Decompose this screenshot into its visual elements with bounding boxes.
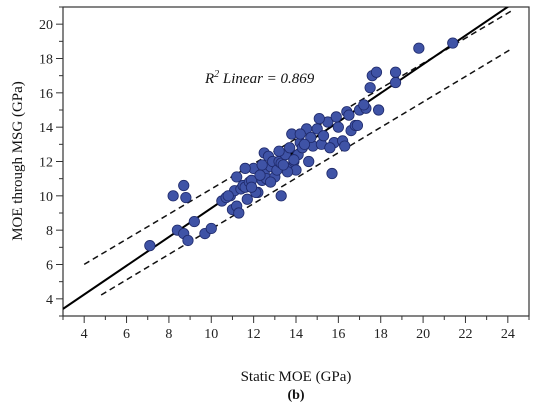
x-tick-label: 18	[374, 327, 388, 342]
data-point	[330, 111, 342, 123]
y-tick-label: 16	[39, 87, 53, 102]
data-point	[233, 207, 245, 219]
y-tick-label: 14	[39, 121, 53, 136]
figure-caption: (b)	[287, 388, 304, 403]
r-squared-annotation: R2 Linear = 0.869	[204, 69, 315, 87]
data-point	[324, 142, 336, 154]
x-tick-label: 24	[501, 327, 515, 342]
x-tick-label: 14	[289, 327, 303, 342]
x-tick-label: 6	[123, 327, 130, 342]
data-point	[305, 131, 317, 144]
data-point	[264, 176, 277, 188]
data-point	[317, 130, 330, 142]
data-point	[370, 66, 383, 78]
data-point	[298, 138, 311, 150]
y-tick-label: 12	[39, 156, 53, 171]
y-tick-label: 20	[39, 18, 53, 33]
annotation-superscript: 2	[214, 69, 219, 80]
y-tick-label: 8	[46, 224, 53, 239]
annotation-value: Linear = 0.869	[219, 71, 315, 87]
y-tick-label: 18	[39, 53, 53, 68]
x-tick-label: 8	[165, 327, 172, 342]
data-point	[273, 145, 285, 157]
data-point	[180, 191, 192, 204]
x-tick-label: 4	[81, 327, 88, 342]
data-point	[144, 240, 156, 252]
data-point	[178, 179, 190, 192]
data-point	[245, 181, 258, 193]
data-point	[389, 76, 402, 89]
data-point	[343, 109, 355, 121]
data-point	[294, 128, 306, 140]
x-tick-label: 12	[247, 327, 261, 342]
data-point	[231, 171, 243, 183]
data-point	[167, 190, 179, 202]
x-tick-label: 16	[331, 327, 345, 342]
data-points	[144, 37, 459, 252]
data-point	[205, 222, 217, 235]
tick-labels: 4 6 8 10 12 14 16 18 20 22 24 4 6 8 10 12 14 16 18 20	[39, 18, 515, 342]
annotation-prefix: R	[204, 71, 214, 87]
y-tick-label: 4	[46, 293, 53, 308]
data-point	[447, 37, 459, 49]
data-point	[364, 82, 376, 94]
data-point	[351, 119, 364, 132]
data-point	[256, 159, 268, 171]
data-point	[241, 193, 253, 205]
x-tick-label: 22	[458, 327, 472, 342]
data-point	[413, 42, 425, 54]
data-point	[188, 215, 200, 228]
data-point	[288, 154, 300, 166]
data-point	[332, 121, 344, 133]
data-point	[389, 66, 402, 78]
data-point	[373, 104, 385, 116]
data-point	[239, 162, 251, 174]
data-point	[277, 159, 289, 171]
y-tick-label: 6	[46, 259, 53, 274]
y-axis-title: MOE through MSG (GPa)	[10, 81, 26, 241]
data-point	[358, 99, 370, 111]
data-point	[326, 167, 338, 180]
x-tick-label: 20	[416, 327, 430, 342]
data-point	[339, 140, 351, 152]
data-point	[275, 190, 287, 202]
data-point	[222, 190, 234, 202]
data-point	[313, 112, 325, 125]
x-axis-title: Static MOE (GPa)	[241, 369, 352, 385]
y-tick-label: 10	[39, 190, 53, 205]
data-point	[303, 155, 315, 168]
axis-ticks	[56, 6, 530, 323]
data-point	[182, 234, 194, 247]
data-point	[284, 142, 296, 154]
data-point	[254, 169, 266, 181]
x-tick-label: 10	[204, 327, 218, 342]
